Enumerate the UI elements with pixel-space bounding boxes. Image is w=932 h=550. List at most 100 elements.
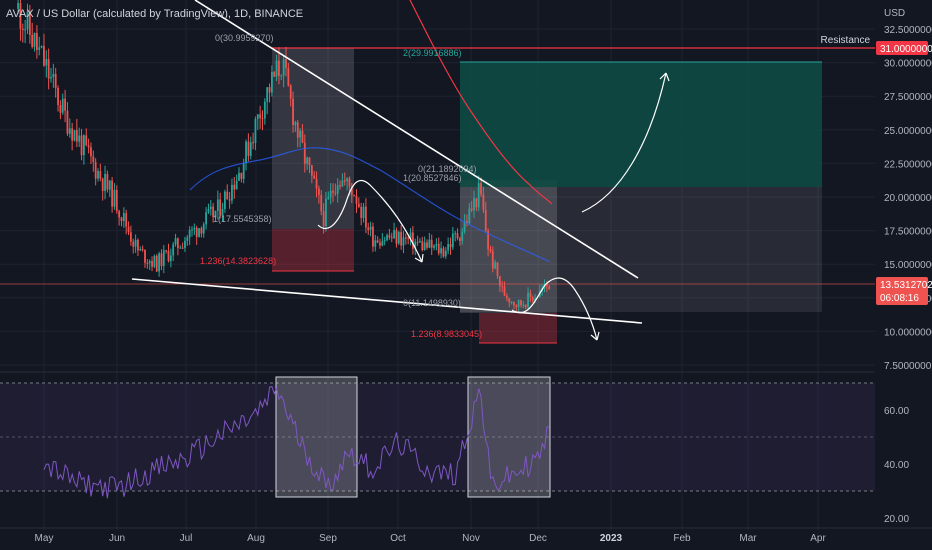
fib-extension-zone-november[interactable] <box>479 313 557 343</box>
candle-body <box>200 228 203 234</box>
rsi-highlight-box-august[interactable] <box>275 376 358 498</box>
candle-body <box>144 249 146 263</box>
candle-body <box>303 142 306 164</box>
candle-body <box>357 203 360 207</box>
candle-body <box>261 118 264 120</box>
ma-50-line[interactable] <box>189 147 551 263</box>
candle-body <box>188 229 191 238</box>
candle-body <box>129 232 132 242</box>
candlestick-series[interactable] <box>17 0 551 313</box>
candle-body <box>517 300 520 307</box>
fib-extension-zone-august[interactable] <box>272 229 354 271</box>
fib-label-aug-ext: 1.236(14.3823628) <box>200 256 276 266</box>
candle-body <box>125 213 128 227</box>
candle-body <box>367 227 370 230</box>
candle-body <box>482 194 485 210</box>
candle-body <box>193 227 196 230</box>
arrow-head-3 <box>659 72 670 82</box>
rsi-line[interactable] <box>43 386 550 499</box>
candle-body <box>78 135 81 142</box>
candle-body <box>179 247 182 249</box>
support-trendline[interactable] <box>131 278 643 324</box>
ma-200-line[interactable] <box>409 0 553 205</box>
candle-body <box>289 85 292 99</box>
long-target-zone[interactable] <box>460 62 822 187</box>
candle-body <box>266 87 269 102</box>
currency-label: USD <box>884 8 905 19</box>
candle-body <box>388 235 391 238</box>
candle-body <box>487 231 489 250</box>
time-axis-labels[interactable]: May Jun Jul Aug Sep Oct Nov Dec 2023 Feb Mar Apr <box>35 533 827 544</box>
candle-body <box>90 147 92 157</box>
candle-body <box>466 221 468 224</box>
fib-label-aug-one: 1(17.5545358) <box>213 214 272 224</box>
candle-body <box>451 233 454 248</box>
candle-body <box>268 87 271 93</box>
candle-body <box>489 249 492 252</box>
candle-body <box>146 262 149 264</box>
candle-body <box>308 157 311 166</box>
candle-body <box>57 87 59 106</box>
candle-body <box>484 209 487 232</box>
rsi-band <box>0 383 875 491</box>
resistance-price-tag <box>876 41 928 55</box>
candle-body <box>212 206 215 218</box>
candle-body <box>216 199 219 211</box>
time-label: Jun <box>109 533 125 544</box>
candle-body <box>402 237 405 246</box>
candle-body <box>259 114 262 119</box>
candle-body <box>456 233 459 239</box>
candle-body <box>534 298 536 301</box>
price-tick-label: 20.0000000 <box>884 193 932 204</box>
candle-body <box>228 199 231 201</box>
candle-body <box>315 178 318 189</box>
candle-body <box>118 211 121 218</box>
candle-body <box>322 211 325 227</box>
candle-body <box>381 240 384 246</box>
candle-body <box>17 3 19 9</box>
candle-body <box>75 130 78 142</box>
candle-body <box>426 242 428 248</box>
candle-body <box>50 77 52 79</box>
price-axis-panel[interactable] <box>876 0 932 550</box>
fib-box-august[interactable] <box>272 48 354 229</box>
candle-body <box>132 241 135 247</box>
long-stop-zone[interactable] <box>460 187 822 312</box>
candle-body <box>275 60 278 77</box>
candle-body <box>327 197 330 200</box>
candle-body <box>411 232 414 249</box>
descending-trendline[interactable] <box>194 0 639 279</box>
candle-body <box>515 305 518 307</box>
candle-body <box>73 130 76 141</box>
candle-body <box>341 180 344 187</box>
arrow-path-1 <box>317 179 423 263</box>
candle-body <box>334 192 337 194</box>
candle-body <box>92 156 95 162</box>
candle-body <box>141 249 144 251</box>
candle-body <box>527 292 529 308</box>
time-label: Dec <box>529 533 547 544</box>
time-label: Mar <box>739 533 757 544</box>
arrow-head-1 <box>414 253 424 263</box>
candle-body <box>87 145 90 148</box>
candle-body <box>374 240 377 247</box>
candle-body <box>226 191 229 200</box>
price-tick-label: 17.5000000 <box>884 227 932 238</box>
candle-body <box>59 105 62 113</box>
rsi-tick-label: 60.00 <box>884 406 909 417</box>
candle-body <box>280 75 283 77</box>
price-tick-label: 7.5000000 <box>884 361 932 372</box>
candle-body <box>524 304 527 308</box>
candle-body <box>184 240 186 248</box>
candle-body <box>508 298 511 303</box>
candle-body <box>153 255 156 267</box>
candle-body <box>386 235 388 241</box>
fib-label-aug-zero: 0(30.9959270) <box>215 33 274 43</box>
candle-body <box>26 11 29 30</box>
fib-label-nov-ext: 1.236(8.9833045) <box>411 329 482 339</box>
candle-body <box>320 195 323 212</box>
candle-body <box>231 184 233 201</box>
candle-body <box>214 210 217 218</box>
candle-body <box>496 262 499 277</box>
